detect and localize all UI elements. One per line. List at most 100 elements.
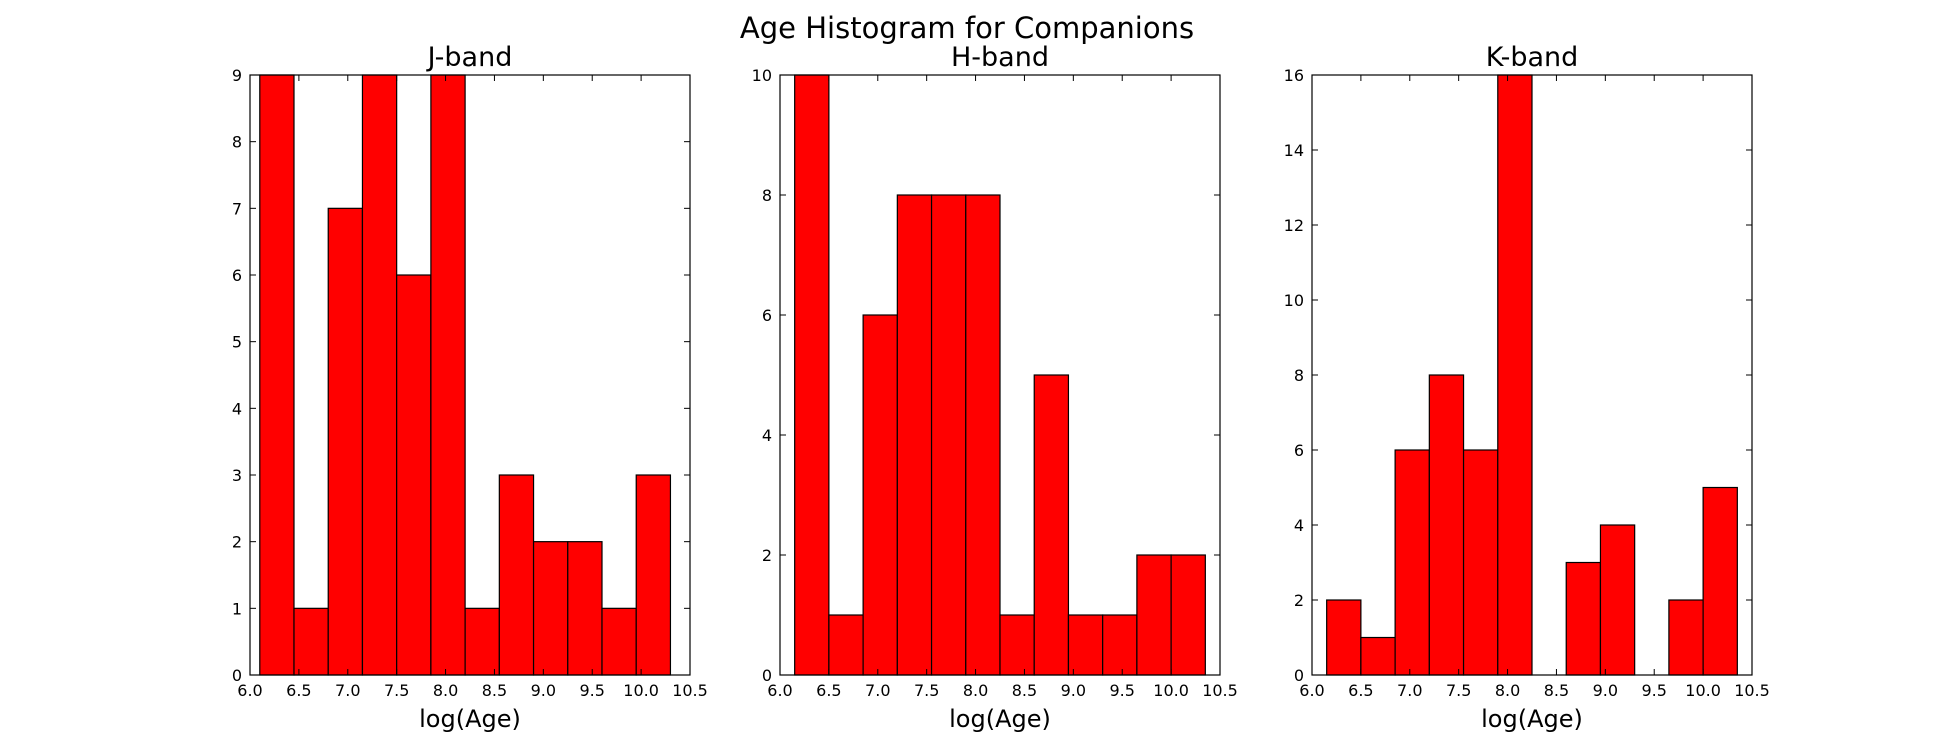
panel-title: J-band <box>426 42 513 73</box>
y-tick-label: 9 <box>232 66 242 85</box>
y-tick-label: 8 <box>1294 366 1304 385</box>
histogram-bar <box>862 314 898 676</box>
x-tick-label: 10.0 <box>1153 681 1189 700</box>
histogram-bar <box>1067 614 1104 676</box>
histogram-bar <box>293 607 329 676</box>
y-tick-label: 0 <box>232 666 242 685</box>
x-tick-label: 6.5 <box>286 681 311 700</box>
y-tick-label: 2 <box>232 533 242 552</box>
y-tick-label: 10 <box>752 66 772 85</box>
histogram-bar <box>1668 599 1704 676</box>
x-tick-label: 6.0 <box>237 681 262 700</box>
y-tick-label: 14 <box>1284 141 1304 160</box>
histogram-bar <box>532 541 569 676</box>
histogram-bar <box>896 194 933 676</box>
x-axis-label: log(Age) <box>949 705 1051 733</box>
x-tick-label: 10.5 <box>1202 681 1238 700</box>
x-tick-label: 7.0 <box>1397 681 1422 700</box>
x-tick-label: 8.0 <box>1495 681 1520 700</box>
histogram-bar <box>464 607 500 676</box>
y-tick-label: 4 <box>232 399 242 418</box>
x-tick-label: 8.0 <box>433 681 458 700</box>
plot-frame <box>779 74 1221 676</box>
y-tick-label: 2 <box>1294 591 1304 610</box>
histogram-bar <box>1136 554 1172 676</box>
histogram-bar <box>930 194 967 676</box>
plot-frame <box>249 74 691 676</box>
histogram-bar <box>1170 554 1206 676</box>
x-tick-label: 7.0 <box>865 681 890 700</box>
x-tick-label: 10.5 <box>672 681 708 700</box>
x-tick-label: 6.0 <box>767 681 792 700</box>
histogram-bar <box>828 614 864 676</box>
histogram-bar <box>1102 614 1138 676</box>
y-tick-label: 0 <box>1294 666 1304 685</box>
x-tick-label: 9.0 <box>1061 681 1086 700</box>
histogram-panel-1: 6.0 6.5 7.0 7.5 8.0 8.5 9.0 9.5 10.0 10.5 0 2 4 6 8 10 H… <box>752 42 1238 733</box>
y-tick-label: 3 <box>232 466 242 485</box>
histogram-bar <box>1599 524 1636 676</box>
x-tick-label: 6.5 <box>1348 681 1373 700</box>
x-tick-label: 8.0 <box>963 681 988 700</box>
histogram-bar <box>430 74 466 676</box>
histogram-bar <box>794 74 830 676</box>
panel-title: K-band <box>1486 42 1579 73</box>
histogram-bar <box>567 541 603 676</box>
histogram-bar <box>1033 374 1070 676</box>
x-tick-label: 10.5 <box>1734 681 1770 700</box>
figure-suptitle: Age Histogram for Companions <box>740 11 1194 45</box>
histogram-bar <box>635 474 672 676</box>
histogram-bar <box>1565 561 1602 676</box>
y-tick-label: 2 <box>762 546 772 565</box>
histogram-bar <box>601 607 637 676</box>
y-tick-label: 0 <box>762 666 772 685</box>
y-tick-label: 12 <box>1284 216 1304 235</box>
y-tick-label: 6 <box>232 266 242 285</box>
x-tick-label: 10.0 <box>623 681 659 700</box>
x-axis-label: log(Age) <box>419 705 521 733</box>
histogram-bar <box>1702 486 1738 676</box>
y-tick-label: 5 <box>232 333 242 352</box>
histogram-bar <box>1360 636 1396 676</box>
y-tick-label: 16 <box>1284 66 1304 85</box>
x-tick-label: 6.0 <box>1299 681 1324 700</box>
x-axis-label: log(Age) <box>1481 705 1583 733</box>
y-tick-label: 10 <box>1284 291 1304 310</box>
histogram-panel-0: 6.0 6.5 7.0 7.5 8.0 8.5 9.0 9.5 10.0 10.5 0 1 2 3 4 5 6 7… <box>232 42 708 733</box>
x-tick-label: 6.5 <box>816 681 841 700</box>
histogram-bar <box>965 194 1001 676</box>
x-tick-label: 10.0 <box>1685 681 1721 700</box>
x-tick-label: 9.5 <box>1641 681 1666 700</box>
histogram-panels: 6.0 6.5 7.0 7.5 8.0 8.5 9.0 9.5 10.0 10.501234567… <box>232 42 1770 733</box>
y-tick-label: 7 <box>232 199 242 218</box>
x-tick-label: 9.5 <box>1109 681 1134 700</box>
y-tick-label: 8 <box>762 186 772 205</box>
x-tick-label: 8.5 <box>1012 681 1037 700</box>
y-tick-label: 4 <box>1294 516 1304 535</box>
y-tick-label: 6 <box>1294 441 1304 460</box>
histogram-bar <box>1497 74 1533 676</box>
panel-title: H-band <box>951 42 1049 73</box>
histogram-bar <box>259 74 295 676</box>
histogram-bar <box>498 474 535 676</box>
x-tick-label: 7.5 <box>914 681 939 700</box>
x-tick-label: 7.0 <box>335 681 360 700</box>
x-tick-label: 7.5 <box>384 681 409 700</box>
y-tick-label: 6 <box>762 306 772 325</box>
histogram-panel-2: 6.0 6.5 7.0 7.5 8.0 8.5 9.0 9.5 10.0 10.5 0 2 4 6 8 10 1… <box>1284 42 1770 733</box>
x-tick-label: 9.0 <box>1593 681 1618 700</box>
histogram-bar <box>361 74 398 676</box>
x-tick-label: 8.5 <box>482 681 507 700</box>
x-tick-label: 7.5 <box>1446 681 1471 700</box>
x-tick-label: 9.5 <box>579 681 604 700</box>
histogram-bar <box>999 614 1035 676</box>
y-tick-label: 4 <box>762 426 772 445</box>
x-tick-label: 9.0 <box>531 681 556 700</box>
x-tick-label: 8.5 <box>1544 681 1569 700</box>
histogram-bar <box>1428 374 1465 676</box>
histogram-bar <box>1462 449 1499 676</box>
y-tick-label: 1 <box>232 599 242 618</box>
histogram-bar <box>396 274 432 676</box>
histogram-bar <box>1394 449 1430 676</box>
